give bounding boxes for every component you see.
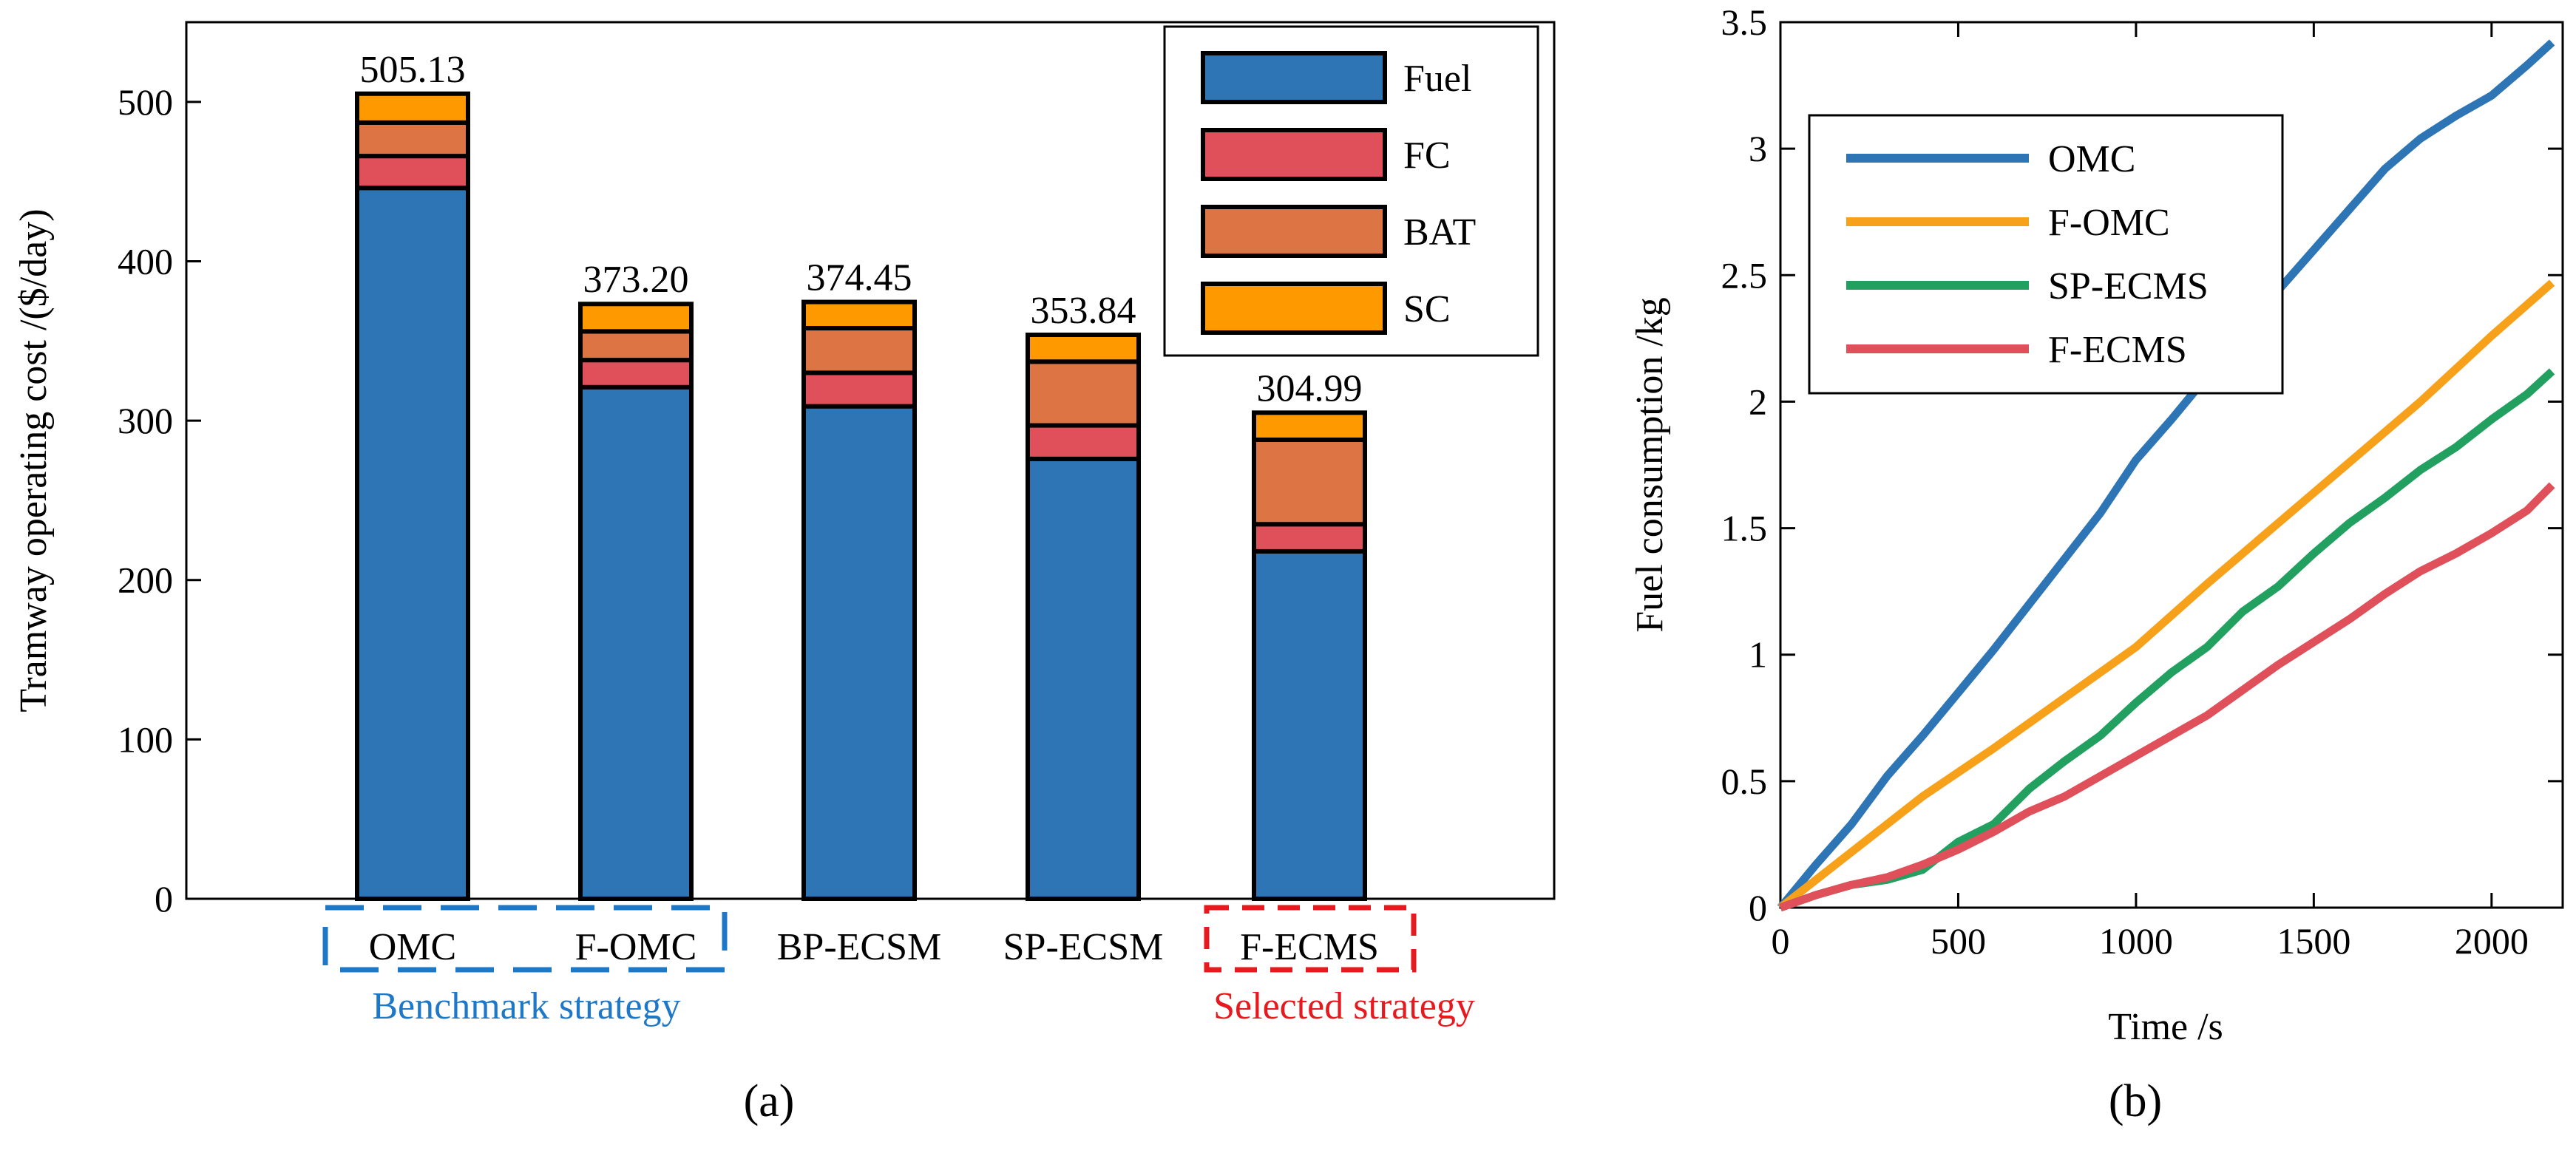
x-category-label: SP-ECSM (1003, 926, 1164, 968)
bar-segment-fuel (801, 404, 917, 901)
bar-segment-sc (1252, 410, 1367, 442)
bar-segment-fuel (1026, 456, 1141, 901)
bar-total-label: 505.13 (360, 49, 466, 91)
y-axis-label-b: Fuel consumption /kg (1629, 297, 1671, 633)
bar-segment-fc (1026, 423, 1141, 461)
series-line-f-omc (1777, 279, 2555, 911)
y-tick-label-a: 100 (118, 718, 173, 760)
x-axis-label-b: Time /s (2108, 1006, 2223, 1048)
bar-segment-fuel (1252, 548, 1367, 901)
bar-total-label: 353.84 (1031, 290, 1136, 332)
legend-label: FC (1403, 135, 1451, 177)
bar-segment-fc (355, 154, 470, 191)
bar-segment-bat (578, 329, 694, 363)
y-tick-label-a: 300 (118, 400, 173, 441)
legend-label: OMC (2048, 138, 2135, 180)
x-category-label: OMC (369, 926, 456, 968)
y-tick-label-a: 200 (118, 560, 173, 601)
bar-segment-fuel (355, 186, 470, 901)
x-tick-label-b: 2000 (2455, 920, 2529, 962)
legend-label: F-ECMS (2048, 329, 2187, 371)
panel-a-cost-chart: 0 100 200 300 400 500 Tramway operating cost /… (13, 21, 1556, 1126)
legend-label: SP-ECMS (2048, 265, 2209, 307)
bar-segment-fc (578, 358, 694, 390)
legend-label: SC (1403, 288, 1451, 330)
y-tick-label-b: 3.5 (1721, 1, 1768, 43)
x-category-label: F-OMC (575, 926, 697, 968)
legend-label: F-OMC (2048, 202, 2170, 244)
series-line-omc (1777, 39, 2555, 911)
legend-swatch-fc (1201, 128, 1387, 181)
benchmark-group-bracket (322, 905, 728, 973)
x-category-label: F-ECMS (1240, 926, 1379, 968)
legend-swatch-fuel (1201, 51, 1387, 104)
selected-group-label: Selected strategy (1213, 985, 1475, 1027)
bar-total-label: 304.99 (1257, 367, 1363, 409)
benchmark-group-label: Benchmark strategy (372, 985, 680, 1027)
panel-label-b: (b) (2109, 1076, 2162, 1126)
y-axis-label-a: Tramway operating cost /($/day) (13, 208, 55, 712)
y-tick-label-b: 2 (1749, 381, 1767, 422)
x-tick-label-b: 1500 (2277, 920, 2350, 962)
selected-group-bracket (1204, 905, 1417, 973)
bar-total-label: 373.20 (583, 259, 689, 301)
x-tick-label-b: 1000 (2099, 920, 2173, 962)
y-tick-label-a: 0 (155, 878, 173, 919)
bar-segment-bat (801, 326, 917, 375)
bar-segment-fc (1252, 522, 1367, 554)
plot-area-b (1779, 21, 2564, 909)
bar-total-label: 374.45 (807, 257, 912, 299)
bar-segment-bat (355, 120, 470, 159)
y-tick-label-b: 1 (1749, 634, 1767, 676)
bar-segment-bat (1252, 437, 1367, 527)
panel-b-fuel-chart: 0 0.5 1 1.5 2 2.5 3 3.5 0 500 1000 1500 2000 Time /s F… (1629, 1, 2564, 1126)
legend-label: Fuel (1403, 58, 1471, 100)
bar-segment-bat (1026, 359, 1141, 428)
y-tick-label-a: 400 (118, 240, 173, 282)
y-tick-label-b: 0 (1749, 887, 1767, 928)
legend-swatch-bat (1201, 205, 1387, 258)
x-tick-label-b: 0 (1772, 920, 1790, 962)
series-line-sp-ecms (1779, 368, 2555, 912)
bar-segment-fc (801, 370, 917, 409)
y-tick-label-b: 1.5 (1721, 508, 1768, 549)
bar-segment-sc (801, 299, 917, 331)
y-tick-label-b: 3 (1749, 128, 1767, 169)
y-tick-label-b: 0.5 (1721, 761, 1768, 802)
legend-label: BAT (1403, 211, 1476, 254)
y-tick-label-a: 500 (118, 81, 173, 123)
x-tick-label-b: 500 (1931, 920, 1986, 962)
bar-segment-fuel (578, 384, 694, 901)
panel-label-a: (a) (744, 1076, 795, 1126)
series-line-f-ecms (1779, 482, 2555, 912)
legend-swatch-sc (1201, 282, 1387, 335)
x-category-label: BP-ECSM (777, 926, 942, 968)
bar-segment-sc (355, 91, 470, 125)
bar-segment-sc (578, 302, 694, 334)
bar-segment-sc (1026, 332, 1141, 364)
y-tick-label-b: 2.5 (1721, 254, 1768, 296)
